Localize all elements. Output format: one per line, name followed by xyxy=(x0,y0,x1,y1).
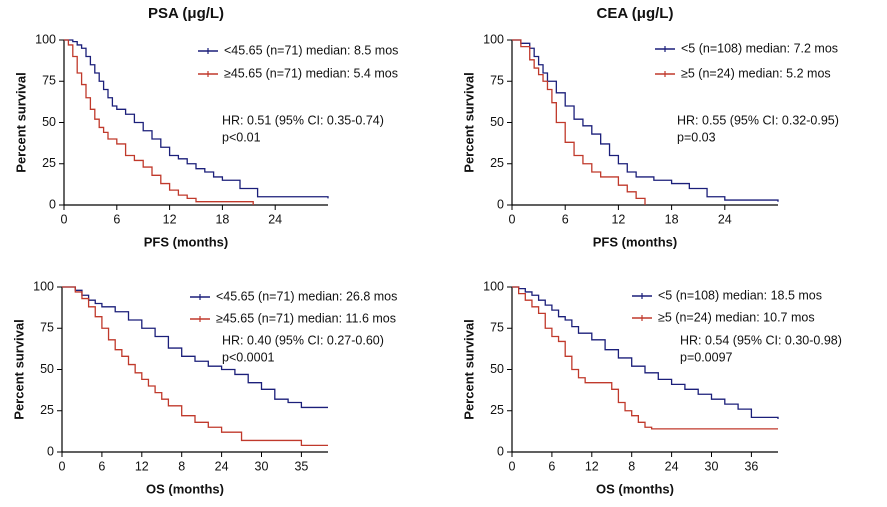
x-tick-label: 18 xyxy=(665,212,679,226)
annotation: p=0.0097 xyxy=(680,350,733,364)
y-tick-label: 75 xyxy=(490,74,504,88)
legend-label: <5 (n=108) median: 7.2 mos xyxy=(681,41,838,55)
x-tick-label: 24 xyxy=(665,459,679,473)
legend-label: ≥45.65 (n=71) median: 5.4 mos xyxy=(224,66,398,80)
y-tick-label: 25 xyxy=(490,156,504,170)
annotation: p<0.01 xyxy=(222,130,261,144)
x-axis-label: OS (months) xyxy=(596,481,674,496)
legend-label: <5 (n=108) median: 18.5 mos xyxy=(658,288,822,302)
x-tick-label: 12 xyxy=(585,459,599,473)
legend-label: ≥5 (n=24) median: 10.7 mos xyxy=(658,310,815,324)
y-tick-label: 75 xyxy=(40,321,54,335)
y-tick-label: 75 xyxy=(490,321,504,335)
annotation: HR: 0.51 (95% CI: 0.35-0.74) xyxy=(222,113,384,127)
y-tick-label: 25 xyxy=(42,156,56,170)
annotation: p<0.0001 xyxy=(222,350,275,364)
annotation: HR: 0.55 (95% CI: 0.32-0.95) xyxy=(677,113,839,127)
y-tick-label: 0 xyxy=(47,444,54,458)
y-tick-label: 0 xyxy=(497,197,504,211)
x-tick-label: 24 xyxy=(268,212,282,226)
legend-label: ≥45.65 (n=71) median: 11.6 mos xyxy=(216,311,396,325)
x-tick-label: 30 xyxy=(705,459,719,473)
y-tick-label: 50 xyxy=(40,362,54,376)
y-axis-label: Percent survival xyxy=(11,319,26,419)
x-tick-label: 0 xyxy=(61,212,68,226)
legend-label: ≥5 (n=24) median: 5.2 mos xyxy=(681,66,831,80)
x-tick-label: 12 xyxy=(611,212,625,226)
survival-curve xyxy=(512,39,646,205)
survival-curve xyxy=(64,39,254,205)
x-tick-label: 12 xyxy=(135,459,149,473)
x-tick-label: 6 xyxy=(562,212,569,226)
y-tick-label: 50 xyxy=(490,362,504,376)
y-tick-label: 100 xyxy=(483,279,504,293)
y-tick-label: 0 xyxy=(497,444,504,458)
y-tick-label: 50 xyxy=(42,115,56,129)
panel-title: CEA (μg/L) xyxy=(597,5,674,22)
y-tick-label: 75 xyxy=(42,74,56,88)
x-axis-label: OS (months) xyxy=(146,481,224,496)
x-tick-label: 0 xyxy=(509,212,516,226)
x-tick-label: 24 xyxy=(215,459,229,473)
x-tick-label: 35 xyxy=(294,459,308,473)
y-tick-label: 25 xyxy=(40,403,54,417)
y-tick-label: 100 xyxy=(35,32,56,46)
survival-curve xyxy=(512,39,779,202)
y-tick-label: 100 xyxy=(33,279,54,293)
x-tick-label: 30 xyxy=(255,459,269,473)
x-tick-label: 8 xyxy=(178,459,185,473)
x-tick-label: 6 xyxy=(113,212,120,226)
y-tick-label: 50 xyxy=(490,115,504,129)
x-axis-label: PFS (months) xyxy=(144,234,229,249)
survival-curve xyxy=(62,286,328,447)
x-axis-label: PFS (months) xyxy=(593,234,678,249)
x-tick-label: 18 xyxy=(215,212,229,226)
x-tick-label: 6 xyxy=(548,459,555,473)
x-tick-label: 0 xyxy=(59,459,66,473)
survival-curve xyxy=(512,286,778,430)
y-tick-label: 0 xyxy=(49,197,56,211)
annotation: HR: 0.54 (95% CI: 0.30-0.98) xyxy=(680,333,842,347)
legend-label: <45.65 (n=71) median: 8.5 mos xyxy=(224,43,398,57)
x-tick-label: 24 xyxy=(718,212,732,226)
y-tick-label: 100 xyxy=(483,32,504,46)
survival-curve xyxy=(64,39,329,199)
x-tick-label: 8 xyxy=(628,459,635,473)
x-tick-label: 6 xyxy=(98,459,105,473)
survival-curve xyxy=(62,286,328,409)
annotation: HR: 0.40 (95% CI: 0.27-0.60) xyxy=(222,333,384,347)
y-axis-label: Percent survival xyxy=(13,72,28,172)
panel-title: PSA (μg/L) xyxy=(148,5,224,22)
x-tick-label: 36 xyxy=(744,459,758,473)
survival-curve xyxy=(512,286,779,419)
x-tick-label: 0 xyxy=(509,459,516,473)
legend-label: <45.65 (n=71) median: 26.8 mos xyxy=(216,289,397,303)
annotation: p=0.03 xyxy=(677,130,716,144)
x-tick-label: 12 xyxy=(163,212,177,226)
y-axis-label: Percent survival xyxy=(461,319,476,419)
y-axis-label: Percent survival xyxy=(461,72,476,172)
y-tick-label: 25 xyxy=(490,403,504,417)
